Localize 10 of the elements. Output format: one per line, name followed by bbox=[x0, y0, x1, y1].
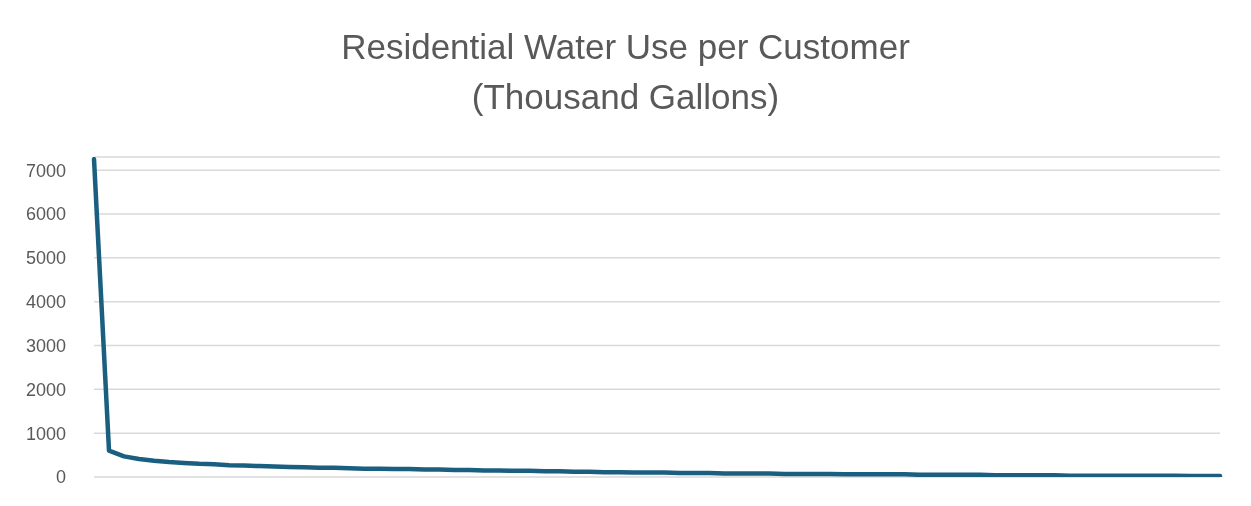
line-series bbox=[91, 157, 1223, 477]
y-tick-label: 2000 bbox=[25, 379, 66, 400]
y-tick-label: 0 bbox=[55, 467, 66, 488]
y-tick-label: 7000 bbox=[25, 160, 66, 181]
y-tick-label: 6000 bbox=[25, 204, 66, 225]
chart-title: Residential Water Use per Customer (Thousand Gallons) bbox=[341, 26, 910, 118]
y-tick-label: 1000 bbox=[25, 423, 66, 444]
y-tick-label: 5000 bbox=[25, 248, 66, 269]
y-tick-label: 4000 bbox=[25, 292, 66, 313]
y-tick-label: 3000 bbox=[25, 335, 66, 356]
